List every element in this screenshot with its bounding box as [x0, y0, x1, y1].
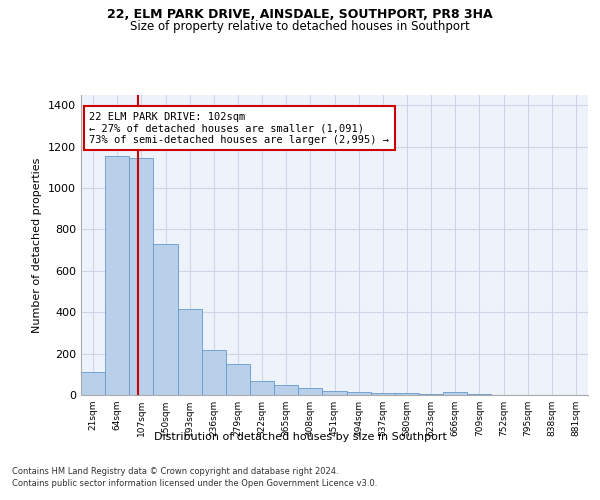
Bar: [395, 393, 419, 395]
Bar: [226, 364, 250, 395]
Bar: [298, 388, 322, 395]
Bar: [371, 393, 395, 395]
Bar: [202, 350, 226, 395]
Text: 22 ELM PARK DRIVE: 102sqm
← 27% of detached houses are smaller (1,091)
73% of se: 22 ELM PARK DRIVE: 102sqm ← 27% of detac…: [89, 112, 389, 145]
Bar: [81, 372, 105, 395]
Text: Contains public sector information licensed under the Open Government Licence v3: Contains public sector information licen…: [12, 479, 377, 488]
Bar: [322, 391, 347, 395]
Bar: [105, 156, 129, 395]
Bar: [347, 392, 371, 395]
Y-axis label: Number of detached properties: Number of detached properties: [32, 158, 43, 332]
Bar: [419, 394, 443, 395]
Bar: [250, 380, 274, 395]
Bar: [467, 394, 491, 395]
Text: 22, ELM PARK DRIVE, AINSDALE, SOUTHPORT, PR8 3HA: 22, ELM PARK DRIVE, AINSDALE, SOUTHPORT,…: [107, 8, 493, 20]
Bar: [443, 392, 467, 395]
Bar: [274, 385, 298, 395]
Bar: [129, 158, 154, 395]
Text: Size of property relative to detached houses in Southport: Size of property relative to detached ho…: [130, 20, 470, 33]
Bar: [154, 244, 178, 395]
Text: Distribution of detached houses by size in Southport: Distribution of detached houses by size …: [154, 432, 446, 442]
Text: Contains HM Land Registry data © Crown copyright and database right 2024.: Contains HM Land Registry data © Crown c…: [12, 468, 338, 476]
Bar: [178, 308, 202, 395]
